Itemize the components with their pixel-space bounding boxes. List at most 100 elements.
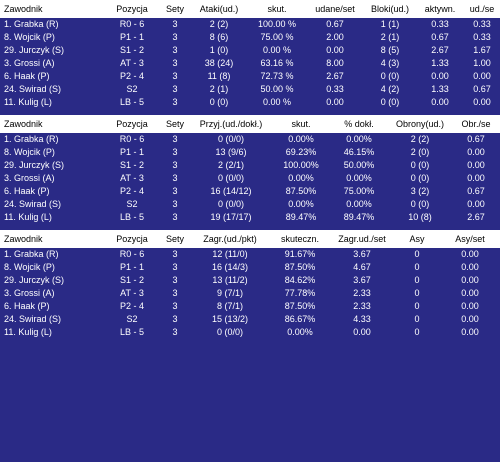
column-header-player[interactable]: Zawodnik: [0, 115, 104, 133]
column-header-player[interactable]: Zawodnik: [0, 230, 104, 248]
efficiency-cell: 89.47%: [285, 212, 317, 222]
player-name: 8. Wojcik (P): [4, 147, 55, 157]
column-header-aces-per-set[interactable]: Asy/set: [440, 230, 500, 248]
column-header-successful-per-set[interactable]: udane/set: [306, 0, 364, 18]
column-header-sets[interactable]: Sety: [160, 0, 190, 18]
sets-cell: 3: [172, 288, 178, 298]
blocks-cell: 8 (5): [380, 45, 400, 55]
table-row[interactable]: 6. Haak (P) P2 - 4 3 8 (7/1) 87.50% 2.33 0 0.00: [0, 300, 500, 313]
activity-cell: 1.33: [431, 58, 449, 68]
column-header-position[interactable]: Pozycja: [104, 0, 160, 18]
table-row[interactable]: 6. Haak (P) P2 - 4 3 11 (8) 72.73 % 2.67 0 (0)…: [0, 70, 500, 83]
defenses-per-set-cell: 0.67: [467, 134, 485, 144]
table-row[interactable]: 1. Grabka (R) R0 - 6 3 12 (11/0) 91.67% 3.67 0…: [0, 248, 500, 261]
column-header-position[interactable]: Pozycja: [104, 230, 160, 248]
efficiency-cell: 87.50%: [285, 186, 317, 196]
column-header-serves-per-set[interactable]: Zagr.ud./set: [330, 230, 394, 248]
serves-cell: 13 (11/2): [212, 275, 248, 285]
position-cell: S2: [126, 199, 138, 209]
table-row[interactable]: 11. Kulig (L) LB - 5 3 19 (17/17) 89.47% 89.4…: [0, 211, 500, 224]
efficiency-cell: 0.00%: [288, 173, 314, 183]
column-header-sets[interactable]: Sety: [160, 230, 190, 248]
efficiency-cell: 84.62%: [284, 275, 316, 285]
blocks-per-set-cell: 0.00: [473, 71, 491, 81]
aces-cell: 0: [414, 262, 420, 272]
column-header-blocks[interactable]: Bloki(ud.): [364, 0, 416, 18]
player-name: 3. Grossi (A): [4, 58, 55, 68]
column-header-accuracy[interactable]: % dokł.: [330, 115, 388, 133]
defenses-cell: 10 (8): [408, 212, 432, 222]
table-row[interactable]: 29. Jurczyk (S) S1 - 2 3 2 (2/1) 100.00% 50.0…: [0, 159, 500, 172]
table-row[interactable]: 8. Wojcik (P) P1 - 1 3 8 (6) 75.00 % 2.00 2 (1…: [0, 31, 500, 44]
attacks-cell: 0 (0): [209, 97, 229, 107]
position-cell: P1 - 1: [119, 147, 144, 157]
blocks-per-set-cell: 0.67: [473, 84, 491, 94]
position-cell: P1 - 1: [119, 32, 144, 42]
table-row[interactable]: 8. Wojcik (P) P1 - 1 3 16 (14/3) 87.50% 4.67 0…: [0, 261, 500, 274]
position-cell: P1 - 1: [119, 262, 144, 272]
player-name: 6. Haak (P): [4, 71, 50, 81]
table-row[interactable]: 29. Jurczyk (S) S1 - 2 3 1 (0) 0.00 % 0.00 8 (…: [0, 44, 500, 57]
column-header-aces[interactable]: Asy: [394, 230, 440, 248]
table-row[interactable]: 24. Swirad (S) S2 3 2 (1) 50.00 % 0.33 4 (2) 1.…: [0, 83, 500, 96]
column-header-serve-efficiency[interactable]: skuteczn.: [270, 230, 330, 248]
column-header-sets[interactable]: Sety: [160, 115, 190, 133]
player-name: 1. Grabka (R): [4, 19, 59, 29]
column-header-receptions[interactable]: Przyj.(ud./dokł.): [190, 115, 272, 133]
table-row[interactable]: 29. Jurczyk (S) S1 - 2 3 13 (11/2) 84.62% 3.6…: [0, 274, 500, 287]
defenses-per-set-cell: 0.00: [467, 160, 485, 170]
sets-cell: 3: [172, 84, 178, 94]
player-name: 6. Haak (P): [4, 301, 50, 311]
table-row[interactable]: 11. Kulig (L) LB - 5 3 0 (0/0) 0.00% 0.00 0 0.0…: [0, 326, 500, 339]
per-set-cell: 0.00: [326, 45, 344, 55]
table-row[interactable]: 6. Haak (P) P2 - 4 3 16 (14/12) 87.50% 75.00%…: [0, 185, 500, 198]
sets-cell: 3: [172, 97, 178, 107]
column-header-reception-efficiency[interactable]: skut.: [272, 115, 330, 133]
efficiency-cell: 91.67%: [284, 249, 316, 259]
aces-per-set-cell: 0.00: [461, 314, 479, 324]
column-header-defenses[interactable]: Obrony(ud.): [388, 115, 452, 133]
column-header-position[interactable]: Pozycja: [104, 115, 160, 133]
table-row[interactable]: 3. Grossi (A) AT - 3 3 38 (24) 63.16 % 8.00 4 …: [0, 57, 500, 70]
defenses-per-set-cell: 0.00: [467, 173, 485, 183]
aces-per-set-cell: 0.00: [461, 249, 479, 259]
table-header-row: Zawodnik Pozycja Sety Zagr.(ud./pkt) sku…: [0, 230, 500, 248]
serve-stats-panel: Zawodnik Pozycja Sety Zagr.(ud./pkt) sku…: [0, 230, 500, 339]
table-row[interactable]: 3. Grossi (A) AT - 3 3 9 (7/1) 77.78% 2.33 0 0.…: [0, 287, 500, 300]
accuracy-cell: 0.00%: [346, 134, 372, 144]
table-row[interactable]: 24. Swirad (S) S2 3 0 (0/0) 0.00% 0.00% 0 (0) 0…: [0, 198, 500, 211]
blocks-per-set-cell: 1.00: [473, 58, 491, 68]
table-row[interactable]: 8. Wojcik (P) P1 - 1 3 13 (9/6) 69.23% 46.15%…: [0, 146, 500, 159]
defenses-cell: 0 (0): [410, 160, 430, 170]
receptions-cell: 0 (0/0): [217, 199, 244, 209]
table-row[interactable]: 24. Swirad (S) S2 3 15 (13/2) 86.67% 4.33 0 0.0…: [0, 313, 500, 326]
attacks-cell: 1 (0): [209, 45, 229, 55]
table-row[interactable]: 1. Grabka (R) R0 - 6 3 0 (0/0) 0.00% 0.00% 2 (…: [0, 133, 500, 146]
table-row[interactable]: 11. Kulig (L) LB - 5 3 0 (0) 0.00 % 0.00 0 (0)…: [0, 96, 500, 109]
serves-cell: 8 (7/1): [216, 301, 243, 311]
column-header-serves[interactable]: Zagr.(ud./pkt): [190, 230, 270, 248]
column-header-player[interactable]: Zawodnik: [0, 0, 104, 18]
accuracy-cell: 89.47%: [343, 212, 375, 222]
serves-cell: 16 (14/3): [211, 262, 249, 272]
blocks-cell: 0 (0): [380, 97, 400, 107]
efficiency-cell: 0.00%: [287, 327, 313, 337]
table-row[interactable]: 3. Grossi (A) AT - 3 3 0 (0/0) 0.00% 0.00% 0 (…: [0, 172, 500, 185]
defenses-cell: 0 (0): [410, 173, 430, 183]
blocks-cell: 1 (1): [380, 19, 400, 29]
table-row[interactable]: 1. Grabka (R) R0 - 6 3 2 (2) 100.00 % 0.67 1 (…: [0, 18, 500, 31]
activity-cell: 0.00: [431, 97, 449, 107]
per-set-cell: 2.67: [326, 71, 344, 81]
column-header-attack-efficiency[interactable]: skut.: [248, 0, 306, 18]
column-header-attacks[interactable]: Ataki(ud.): [190, 0, 248, 18]
column-header-blocks-per-set[interactable]: ud./se: [464, 0, 500, 18]
defenses-per-set-cell: 0.00: [467, 199, 485, 209]
aces-per-set-cell: 0.00: [461, 327, 479, 337]
player-name: 11. Kulig (L): [4, 327, 52, 337]
column-header-defenses-per-set[interactable]: Obr./se: [452, 115, 500, 133]
position-cell: S2: [126, 314, 138, 324]
position-cell: S1 - 2: [119, 45, 144, 55]
attacks-cell: 2 (2): [209, 19, 229, 29]
column-header-activity[interactable]: aktywn.: [416, 0, 464, 18]
attacks-cell: 8 (6): [209, 32, 229, 42]
